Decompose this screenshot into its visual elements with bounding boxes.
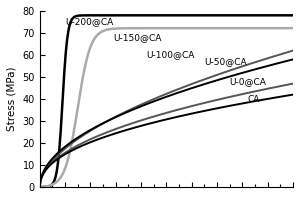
Text: CA: CA [248,95,260,104]
Text: U-150@CA: U-150@CA [113,33,162,42]
Text: U-50@CA: U-50@CA [204,57,247,66]
Y-axis label: Stress (MPa): Stress (MPa) [7,67,17,131]
Text: U-100@CA: U-100@CA [146,50,194,59]
Text: U-200@CA: U-200@CA [65,17,113,26]
Text: U-0@CA: U-0@CA [230,77,267,86]
